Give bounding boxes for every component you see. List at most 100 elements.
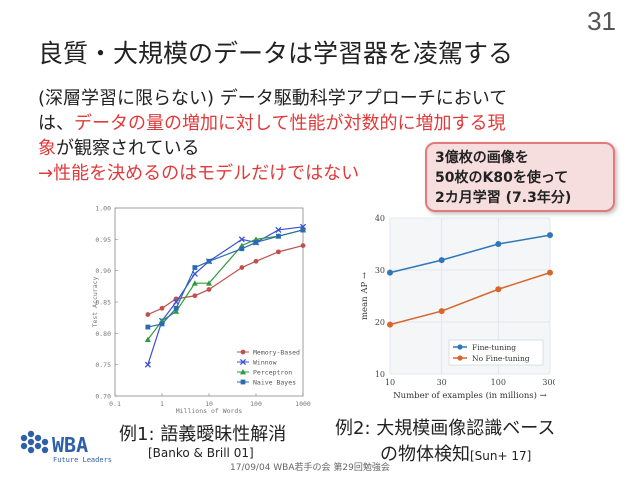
data-point [495,286,502,293]
marker-triangle [173,308,180,314]
data-point [438,257,445,264]
marker-triangle [191,280,198,286]
logo-mark-icon [20,430,49,454]
legend-marker [457,344,463,350]
marker-square [159,321,165,327]
body-line-1: (深層学習に限らない) データ駆動科学アプローチにおいて [38,88,508,109]
legend-label: Naive Bayes [253,379,296,387]
x-tick-label: 30 [437,378,447,387]
marker-square [145,324,151,330]
y-tick-label: 10 [375,370,385,379]
data-point [387,321,393,328]
slide-title: 良質・大規模のデータは学習器を凌駕する [38,39,514,68]
slide-number: 31 [587,6,616,36]
marker-x [238,236,245,243]
marker-square [239,246,245,252]
x-tick-label: 10 [205,400,213,408]
marker-circle [300,243,306,248]
y-axis-label: Test Accuracy [91,276,99,327]
x-tick-label: 10 [385,378,395,387]
marker-circle [145,312,151,317]
series-line [389,234,551,274]
data-point [547,269,553,276]
x-tick-label: 100 [250,400,262,408]
y-axis-label: mean AP → [360,272,370,320]
logo-text: WBA [52,433,88,457]
highlight-text: 象 [38,138,56,159]
conclusion-line: →性能を決めるのはモデルだけではない [38,163,360,184]
legend-marker [457,355,463,361]
caption-example-2-line2: の物体検知[Sun+ 17] [380,440,531,466]
y-tick-label: 0.95 [95,236,111,244]
callout-box: 3億枚の画像を 50枚のK80を使って 2カ月学習 (7.3年分) [425,142,615,212]
y-tick-label: 0.70 [95,393,111,401]
callout-line-3: 2カ月学習 (7.3年分) [435,190,572,206]
logo-subtext: Future Leaders [53,456,112,464]
series-line [147,226,304,365]
caption-example-1: 例1: 語義曖昧性解消 [119,424,287,445]
series-line [389,271,551,326]
chart-word-sense: 0.70 0.75 0.80 0.85 0.90 0.95 1.00 0.1 1 10 100 100… [91,205,311,416]
legend-label: No Fine-tuning [472,354,530,363]
series-line [147,245,304,316]
marker-triangle [206,280,212,286]
series-line [147,229,304,340]
y-tick-label: 1.00 [95,205,111,213]
x-axis-label: Number of examples (in millions) → [393,390,547,401]
marker-square [173,305,179,311]
callout-line-2: 50枚のK80を使って [435,170,569,186]
y-tick-label: 30 [375,266,385,275]
x-tick-label: 100 [491,378,506,387]
marker-square [240,379,246,385]
callout-line-1: 3億枚の画像を [435,150,529,166]
footer-text: 17/09/04 WBA若手の会 第29回勉強会 [230,463,390,473]
y-tick-label: 0.80 [95,330,111,338]
marker-circle [276,249,281,255]
marker-circle [206,287,212,292]
body-line-3: 象が観察されている [38,136,608,161]
marker-circle [159,305,165,311]
marker-square [206,258,212,264]
legend-label: Fine-tuning [472,343,516,352]
y-tick-label: 20 [375,318,385,327]
marker-x [144,361,151,368]
body-text-span: が観察されている [56,138,200,159]
marker-square [276,233,281,239]
citation-example-1: [Banko & Brill 01] [148,446,254,460]
chart-object-detection: 10 20 30 40 10 30 100 300 Number of examples (in… [360,214,555,401]
caption-example-2: 例2: 大規模画像認識ベース [335,418,556,439]
citation-example-2: [Sun+ 17] [470,449,532,463]
marker-triangle [240,369,246,375]
marker-circle [239,265,245,270]
legend-label: Memory-Based [253,349,300,357]
y-tick-label: 0.85 [95,299,111,307]
marker-triangle [144,336,151,342]
highlight-text: データの量の増加に対して性能が対数的に増加する現 [74,113,506,134]
body-line-2: は、データの量の増加に対して性能が対数的に増加する現 [38,111,608,136]
y-tick-label: 40 [375,214,385,223]
marker-x [275,226,282,233]
x-tick-label: 300 [542,378,555,387]
y-tick-label: 0.90 [95,267,111,275]
caption-text: の物体検知 [380,444,470,465]
marker-square [192,265,198,270]
marker-circle [240,349,246,355]
marker-square [300,227,306,233]
data-point [495,241,502,247]
legend-label: Winnow [253,359,277,367]
data-point [438,308,445,315]
data-point [387,269,393,276]
x-tick-label: 0.1 [109,400,121,408]
marker-x [239,358,247,366]
x-tick-label: 1 [160,400,164,408]
marker-square [253,240,259,245]
x-axis-label: Millions of Words [176,407,243,415]
legend-box [448,339,544,366]
body-text: (深層学習に限らない) データ駆動科学アプローチにおいて は、データの量の増加に… [38,86,608,186]
wba-logo: WBA Future Leaders [20,430,112,464]
body-text-span: は、 [38,113,74,134]
marker-circle [192,293,198,299]
y-tick-label: 0.75 [95,361,111,369]
marker-circle [253,258,259,264]
x-tick-label: 1000 [295,400,311,408]
